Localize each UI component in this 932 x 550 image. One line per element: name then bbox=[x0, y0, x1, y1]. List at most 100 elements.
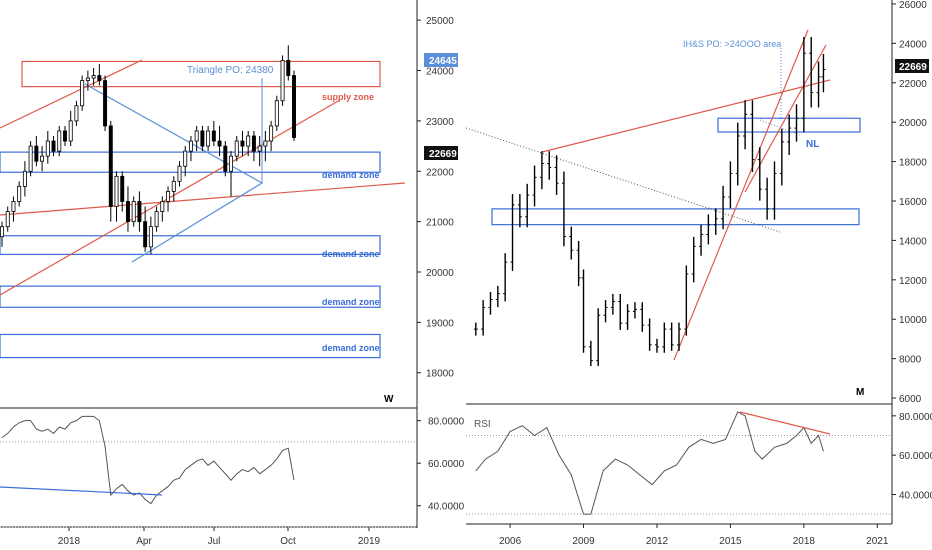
weekly-candle-body bbox=[280, 60, 285, 102]
demand-zone-label-2: demand zone bbox=[322, 249, 380, 259]
monthly-uptrend-line bbox=[673, 29, 809, 361]
monthly-interval-label: M bbox=[856, 387, 864, 398]
monthly-last-price-text: 22669 bbox=[899, 62, 927, 73]
weekly-candle-body bbox=[68, 120, 73, 142]
weekly-candle-body bbox=[269, 125, 274, 142]
weekly-zone-demand bbox=[0, 151, 381, 173]
weekly-high-tag-text: 24645 bbox=[429, 56, 457, 67]
weekly-candle-body bbox=[45, 140, 50, 157]
monthly-price-tick-label: 14000 bbox=[899, 236, 927, 247]
monthly-time-tick-label: 2012 bbox=[646, 536, 669, 547]
weekly-candle-body bbox=[0, 226, 4, 238]
weekly-zone-demand bbox=[0, 235, 381, 255]
weekly-candles bbox=[0, 45, 296, 255]
weekly-price-tick-label: 22000 bbox=[426, 167, 454, 178]
monthly-rsi-divergence-line bbox=[739, 411, 831, 435]
weekly-rsi-line bbox=[1, 415, 295, 505]
monthly-time-tick-label: 2015 bbox=[719, 536, 742, 547]
weekly-candle-body bbox=[188, 140, 193, 152]
monthly-neckline-blue bbox=[759, 119, 801, 136]
weekly-candle-body bbox=[74, 105, 79, 122]
monthly-price-tick-label: 20000 bbox=[899, 118, 927, 129]
weekly-price-tick-label: 24000 bbox=[426, 67, 454, 78]
monthly-last-price-tag bbox=[895, 59, 929, 73]
weekly-candle-body bbox=[160, 201, 165, 212]
weekly-candle-body bbox=[251, 135, 256, 152]
rsi-label: RSI bbox=[474, 419, 491, 430]
monthly-price-tick-label: 8000 bbox=[899, 355, 922, 366]
weekly-candle-body bbox=[103, 80, 108, 127]
monthly-price-tick-label: 16000 bbox=[899, 197, 927, 208]
weekly-candle-body bbox=[200, 130, 205, 147]
weekly-zones bbox=[0, 60, 381, 359]
monthly-price-tick-label: 22000 bbox=[899, 79, 927, 90]
weekly-rsi-panel: 40.0000 60.0000 80.0000 bbox=[0, 415, 465, 528]
monthly-price-tick-label: 26000 bbox=[899, 0, 927, 11]
weekly-chart-panel: 18000 19000 20000 21000 22000 23000 24000 25000… bbox=[0, 0, 465, 547]
weekly-time-tick-label: 2018 bbox=[58, 536, 81, 547]
weekly-zone-demand bbox=[0, 285, 381, 308]
monthly-price-tick-label: 6000 bbox=[899, 394, 922, 405]
weekly-candle-body bbox=[34, 145, 39, 162]
weekly-candle-body bbox=[17, 185, 22, 202]
monthly-time-tick-label: 2021 bbox=[866, 536, 889, 547]
monthly-inner-uptrend bbox=[744, 44, 827, 193]
ihs-po-label: IH&S PO: >24OOO area bbox=[683, 39, 781, 49]
weekly-interval-label: W bbox=[384, 394, 394, 405]
supply-zone-label: supply zone bbox=[322, 92, 374, 102]
neckline-label: NL bbox=[806, 139, 819, 150]
demand-zone-label-3: demand zone bbox=[322, 297, 380, 307]
weekly-price-tick-label: 20000 bbox=[426, 268, 454, 279]
weekly-rsi-trendline bbox=[0, 486, 163, 496]
weekly-price-tick-label: 21000 bbox=[426, 218, 454, 229]
weekly-candle-body bbox=[234, 140, 239, 157]
weekly-rsi-tick-label: 60.0000 bbox=[428, 459, 465, 470]
weekly-candle-body bbox=[28, 145, 33, 172]
weekly-last-price-text: 22669 bbox=[429, 149, 457, 160]
weekly-time-tick-label: Oct bbox=[280, 536, 296, 547]
weekly-candle-body bbox=[108, 125, 113, 207]
monthly-trendlines bbox=[465, 29, 831, 361]
weekly-candle-body bbox=[274, 100, 279, 127]
weekly-candle-body bbox=[11, 201, 16, 212]
weekly-candle-body bbox=[257, 145, 262, 152]
weekly-last-price-tag bbox=[424, 146, 458, 160]
monthly-neckline-red bbox=[541, 79, 831, 153]
weekly-high-tag bbox=[424, 53, 458, 67]
weekly-candle-body bbox=[166, 191, 171, 202]
weekly-price-tick-label: 18000 bbox=[426, 369, 454, 380]
weekly-candle-body bbox=[51, 140, 56, 152]
monthly-rsi-tick-label: 40.0000 bbox=[899, 491, 932, 502]
weekly-price-tick-label: 19000 bbox=[426, 318, 454, 329]
weekly-candle-body bbox=[143, 221, 148, 248]
triangle-po-label: Triangle PO: 24380 bbox=[187, 65, 274, 76]
monthly-dotted-downtrend bbox=[465, 127, 781, 233]
monthly-rsi-panel: 40.0000 60.0000 80.0000 bbox=[466, 411, 932, 515]
weekly-zone-demand bbox=[0, 333, 381, 359]
weekly-candle-body bbox=[40, 155, 45, 162]
weekly-time-tick-label: Jul bbox=[208, 536, 221, 547]
weekly-candle-body bbox=[292, 75, 296, 138]
weekly-candle-body bbox=[154, 211, 159, 228]
demand-zone-label-1: demand zone bbox=[322, 170, 380, 180]
monthly-rsi-line bbox=[475, 411, 824, 515]
weekly-price-axis: 18000 19000 20000 21000 22000 23000 24000 25000 bbox=[0, 0, 454, 528]
weekly-candle-body bbox=[57, 130, 62, 152]
weekly-candle-body bbox=[148, 226, 153, 248]
weekly-candle-body bbox=[263, 140, 268, 147]
monthly-rsi-tick-label: 80.0000 bbox=[899, 412, 932, 423]
weekly-candle-body bbox=[137, 201, 142, 223]
weekly-candle-body bbox=[125, 201, 130, 223]
weekly-time-tick-label: Apr bbox=[136, 536, 152, 547]
weekly-zone-supply bbox=[21, 60, 381, 88]
weekly-candle-body bbox=[211, 130, 216, 142]
weekly-candle-body bbox=[97, 75, 102, 81]
weekly-candle-body bbox=[171, 180, 176, 192]
weekly-candle-body bbox=[240, 140, 245, 147]
weekly-candle-body bbox=[206, 130, 211, 147]
weekly-time-tick-label: 2019 bbox=[358, 536, 381, 547]
weekly-candle-body bbox=[85, 77, 90, 81]
weekly-rsi-tick-label: 80.0000 bbox=[428, 417, 465, 428]
monthly-price-axis: 6000 8000 10000 12000 14000 16000 18000 20000 22… bbox=[466, 0, 927, 524]
